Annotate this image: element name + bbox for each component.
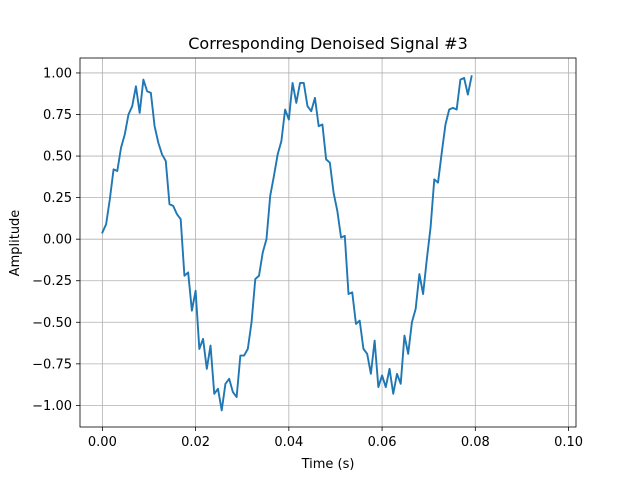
plot-area [80, 58, 576, 427]
x-tick-label: 0.04 [274, 435, 303, 450]
x-tick-label: 0.00 [88, 435, 117, 450]
y-tick-label: 1.00 [43, 66, 72, 81]
y-tick-label: −1.00 [32, 399, 72, 414]
y-tick-label: −0.25 [32, 274, 72, 289]
axes-frame [79, 57, 577, 428]
y-tick-label: 0.75 [43, 108, 72, 123]
y-tick-label: 0.00 [43, 233, 72, 248]
y-tick-label: 0.25 [43, 191, 72, 206]
y-tick-label: 0.50 [43, 150, 72, 165]
x-tick-label: 0.02 [181, 435, 210, 450]
x-axis-label: Time (s) [301, 457, 355, 472]
x-tick-label: 0.08 [461, 435, 490, 450]
x-axis: 0.00 0.02 0.04 0.06 0.08 0.10 [88, 427, 583, 450]
y-axis: −1.00 −0.75 −0.50 −0.25 0.00 0.25 0.50 0.75 1.00 [32, 66, 80, 414]
x-tick-label: 0.10 [554, 435, 583, 450]
signal-line [101, 75, 473, 412]
y-tick-label: −0.75 [32, 357, 72, 372]
series-layer [101, 75, 473, 412]
chart-title: Corresponding Denoised Signal #3 [188, 34, 468, 53]
y-axis-label: Amplitude [8, 210, 23, 277]
y-tick-label: −0.50 [32, 316, 72, 331]
x-tick-label: 0.06 [368, 435, 397, 450]
